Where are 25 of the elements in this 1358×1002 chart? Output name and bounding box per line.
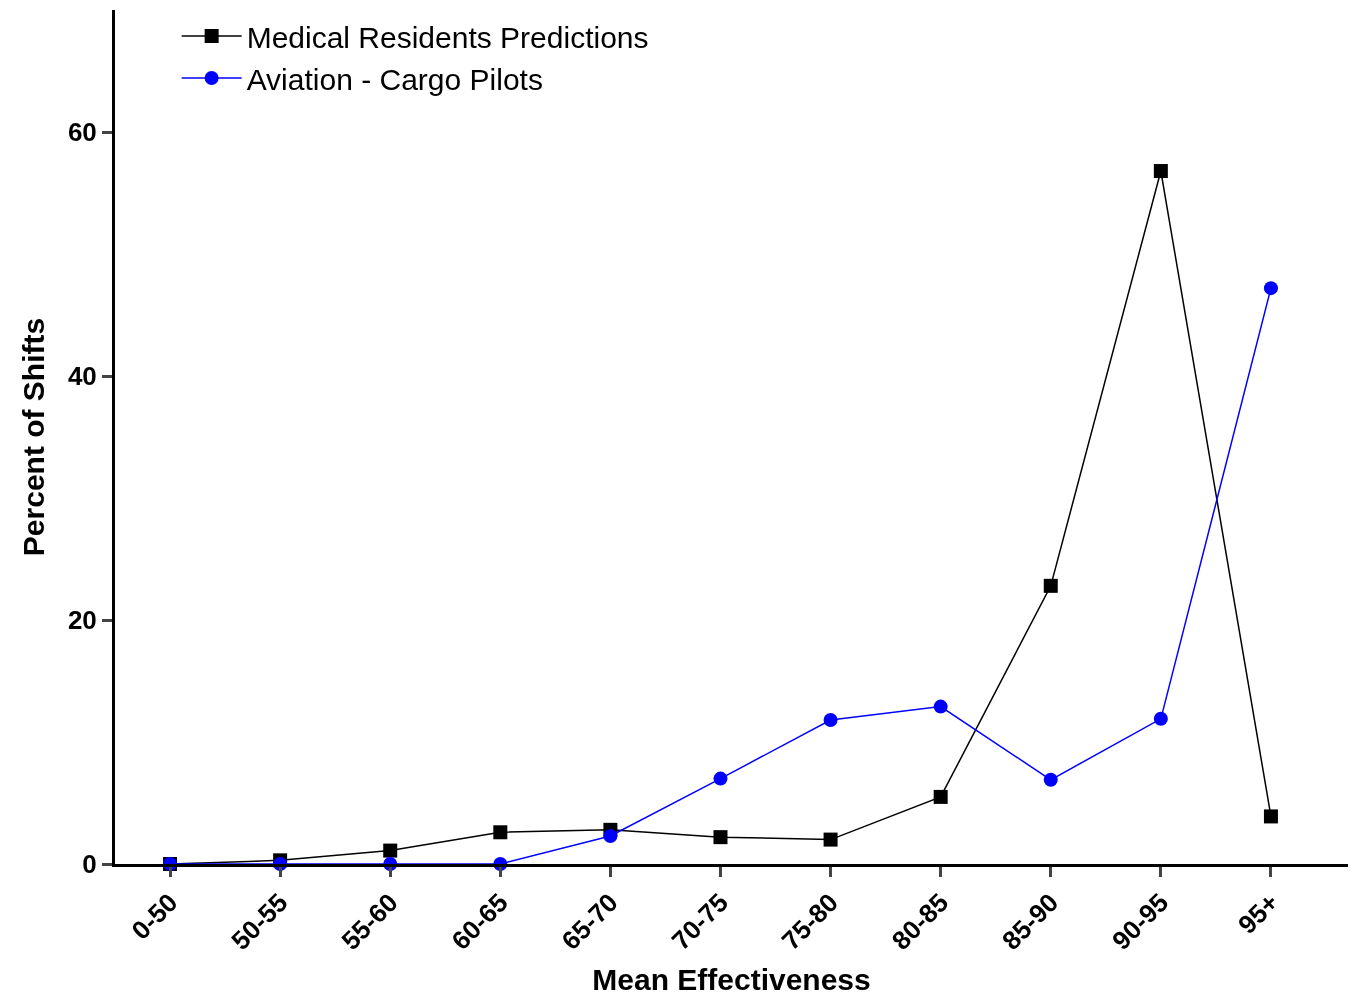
- y-axis-title: Percent of Shifts: [16, 317, 50, 557]
- point: [933, 699, 948, 714]
- x-axis-title: Mean Effectiveness: [592, 963, 871, 997]
- y-tick-label: 40: [67, 361, 97, 392]
- point: [493, 825, 508, 840]
- x-tick-label: 0-50: [125, 887, 184, 946]
- y-tick-label: 0: [82, 849, 97, 880]
- point: [1043, 772, 1058, 787]
- point: [823, 832, 838, 847]
- y-tick-label: 20: [67, 605, 97, 636]
- legend-label: Medical Residents Predictions: [246, 20, 649, 54]
- x-tick-label: 95+: [1231, 887, 1285, 940]
- point: [1153, 164, 1168, 179]
- point: [1153, 711, 1168, 726]
- point: [933, 789, 948, 804]
- point: [1043, 578, 1058, 593]
- point: [1263, 281, 1278, 296]
- point: [713, 771, 728, 786]
- point: [713, 830, 728, 845]
- point: [383, 843, 398, 858]
- point: [603, 828, 618, 843]
- point: [1263, 809, 1278, 824]
- legend-label: Aviation - Cargo Pilots: [246, 62, 543, 96]
- point: [823, 713, 838, 728]
- y-tick-label: 60: [67, 117, 97, 148]
